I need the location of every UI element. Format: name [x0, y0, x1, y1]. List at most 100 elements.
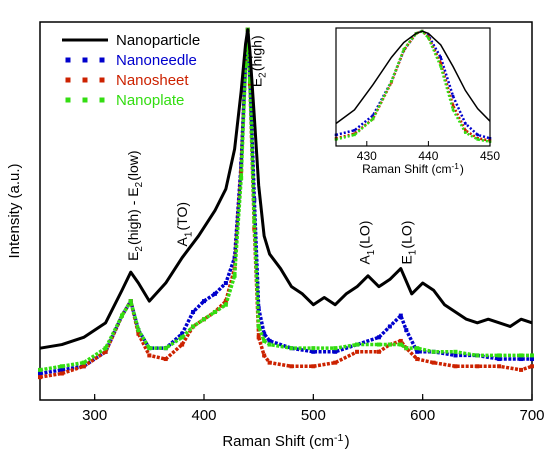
data-point-nanoplate [398, 342, 403, 347]
data-point-nanoneedle [415, 349, 420, 354]
inset-data-point-nanoplate [451, 108, 455, 112]
data-point-nanoneedle [212, 291, 217, 296]
peak-annotations: E2 (high) - E2 (low) A1 (TO) E2 (high) A1 (… [125, 35, 419, 264]
legend-swatch-nanoplate [99, 97, 105, 103]
data-point-nanosheet [252, 226, 257, 231]
data-point-nanoneedle [180, 331, 185, 336]
data-point-nanoplate [415, 346, 420, 351]
data-point-nanoplate [212, 309, 217, 314]
inset-data-point-nanoplate [390, 80, 393, 83]
data-point-nanoplate [267, 342, 272, 347]
data-point-nanoplate [333, 346, 338, 351]
data-point-nanosheet [311, 364, 316, 369]
data-point-nanoneedle [404, 328, 409, 333]
legend: Nanoparticle Nanoneedle Nanosheet Nanoplate [62, 32, 200, 109]
data-point-nanoplate [103, 346, 108, 351]
data-point-nanoplate [232, 273, 237, 278]
data-point-nanoplate [202, 317, 206, 322]
data-point-nanoplate [252, 219, 257, 224]
data-point-nanoneedle [519, 357, 524, 362]
data-point-nanosheet [223, 299, 228, 304]
data-point-nanoplate [191, 324, 196, 329]
inset-data-point-nanosheet [451, 103, 455, 107]
legend-label-nanoparticle: Nanoparticle [116, 32, 200, 49]
inset-x-axis-label: Raman Shift (cm-1 ) [362, 161, 464, 176]
annotation-e2-high-e2-low: E2 (high) - E2 (low) [125, 150, 145, 261]
legend-label-nanosheet: Nanosheet [116, 72, 189, 89]
data-point-nanosheet [163, 357, 168, 362]
inset-data-point-nanoplate [439, 65, 443, 68]
series-line-nanoparticle [39, 28, 533, 350]
inset-data-point-nanosheet [464, 129, 467, 132]
data-point-nanoneedle [333, 349, 338, 354]
legend-swatch-nanoneedle [65, 57, 71, 63]
inset-data-point-nanoplate [371, 117, 375, 121]
legend-swatch-nanoneedle [82, 57, 88, 63]
data-point-nanoneedle [232, 255, 237, 260]
data-point-nanosheet [376, 349, 381, 354]
annotation-e2-high: E2 (high) [248, 35, 268, 87]
data-point-nanoplate [128, 299, 133, 304]
data-point-nanoplate [59, 364, 64, 369]
data-point-nanoplate [404, 346, 409, 351]
inset-data-point-nanoneedle [451, 94, 455, 98]
inset-x-tick-label: 450 [480, 149, 500, 163]
data-point-nanosheet [519, 367, 524, 372]
data-point-nanoplate [289, 346, 294, 351]
x-tick-label: 600 [410, 407, 435, 424]
main-series-group [38, 27, 534, 380]
data-point-nanoplate [311, 346, 316, 351]
data-point-nanoneedle [376, 335, 381, 340]
x-tick-label: 300 [82, 407, 107, 424]
data-point-nanosheet [398, 338, 403, 343]
data-point-nanosheet [530, 364, 534, 369]
x-tick-label: 700 [519, 407, 544, 424]
x-axis-label: Raman Shift (cm-1 ) [222, 432, 349, 450]
data-point-nanoneedle [239, 161, 244, 166]
data-point-nanoplate [38, 367, 42, 372]
legend-swatch-nanosheet [65, 77, 71, 83]
data-point-nanoplate [239, 176, 244, 181]
data-point-nanoneedle [59, 367, 64, 372]
data-point-nanoplate [256, 324, 261, 329]
data-point-nanoplate [120, 313, 124, 318]
data-point-nanoneedle [387, 324, 392, 329]
data-point-nanoneedle [202, 299, 206, 304]
legend-swatch-nanoplate [82, 97, 88, 103]
data-point-nanosheet [136, 331, 141, 336]
x-tick-label: 400 [191, 407, 216, 424]
data-point-nanoplate [81, 360, 86, 365]
data-point-nanosheet [475, 364, 480, 369]
data-point-nanosheet [431, 360, 436, 365]
data-point-nanosheet [415, 357, 420, 362]
data-point-nanoplate [519, 353, 524, 358]
inset-data-point-nanoneedle [476, 133, 479, 137]
data-point-nanosheet [497, 364, 502, 369]
legend-swatch-nanoneedle [99, 57, 105, 63]
inset-data-point-nanoplate [353, 133, 356, 137]
data-point-nanoplate [530, 353, 534, 358]
data-point-nanoneedle [38, 371, 42, 376]
data-point-nanoplate [453, 349, 458, 354]
data-point-nanoneedle [530, 357, 534, 362]
data-point-nanosheet [81, 364, 86, 369]
x-tick-label: 500 [301, 407, 326, 424]
data-point-nanosheet [262, 353, 267, 358]
data-point-nanosheet [333, 360, 338, 365]
data-point-nanoneedle [262, 331, 267, 336]
data-point-nanoplate [475, 353, 480, 358]
data-point-nanoneedle [191, 309, 196, 314]
data-point-nanoplate [262, 338, 267, 343]
data-point-nanoneedle [311, 349, 316, 354]
data-point-nanoneedle [398, 313, 403, 318]
data-point-nanoplate [147, 346, 152, 351]
data-point-nanosheet [453, 364, 458, 369]
data-point-nanoneedle [453, 353, 458, 358]
inset-data-point-nanosheet [439, 61, 443, 65]
inset-data-point-nanoneedle [464, 122, 467, 125]
data-point-nanoplate [387, 342, 392, 347]
data-point-nanosheet [256, 335, 261, 340]
inset-x-tick-label: 440 [418, 149, 438, 163]
inset-data-point-nanoneedle [439, 56, 443, 59]
data-point-nanoneedle [497, 357, 502, 362]
